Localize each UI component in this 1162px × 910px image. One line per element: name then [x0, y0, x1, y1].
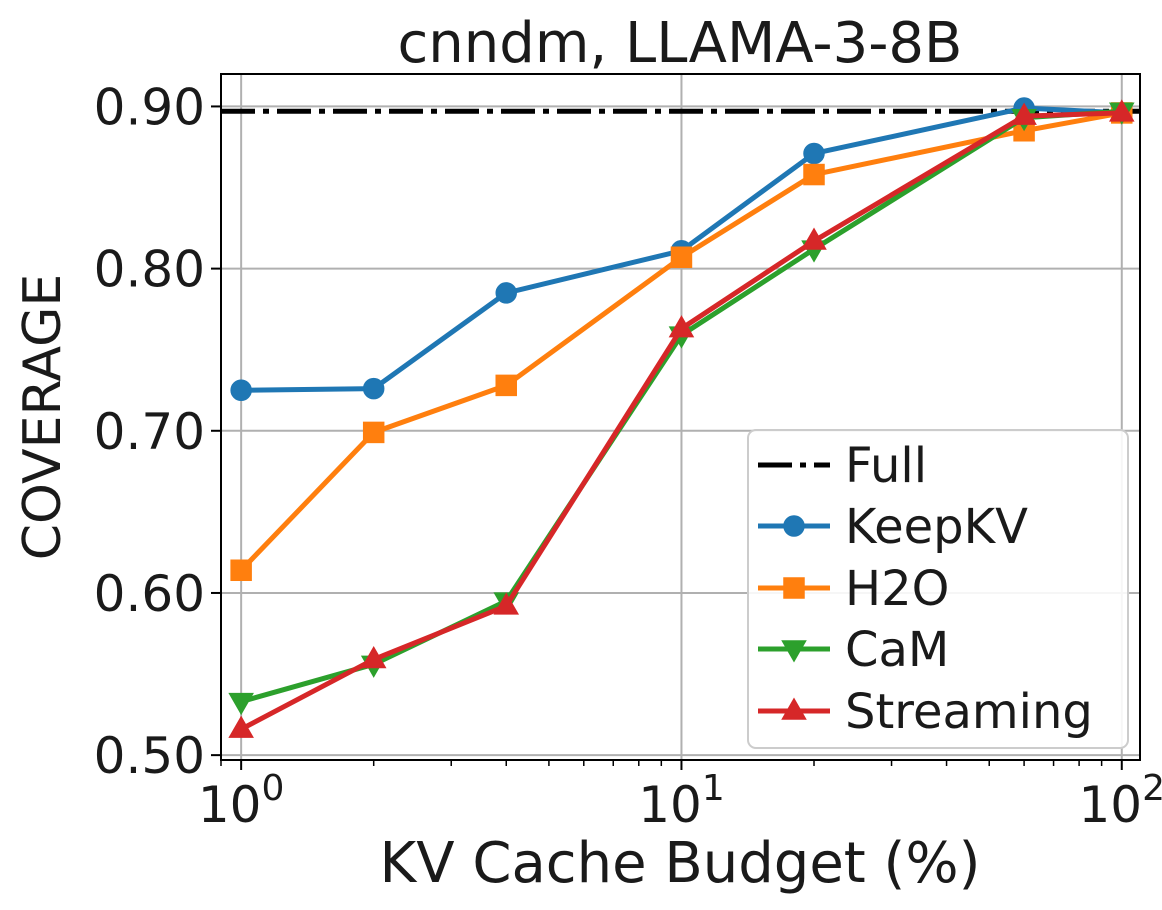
data-point-cam [228, 692, 254, 716]
x-axis-label: KV Cache Budget (%) [380, 831, 981, 896]
data-point-h2o [670, 246, 693, 269]
y-tick-label: 0.50 [94, 727, 205, 785]
y-tick-label: 0.80 [94, 241, 205, 299]
data-point-streaming [668, 315, 695, 338]
y-axis-label: COVERAGE [13, 274, 73, 561]
legend-marker-cam [781, 640, 807, 663]
legend-label-h2o: H2O [845, 561, 949, 617]
data-point-streaming [801, 227, 827, 250]
legend-label-keepkv: KeepKV [845, 499, 1028, 555]
data-point-keepkv [495, 282, 517, 304]
plot-area [221, 97, 1140, 738]
data-point-h2o [230, 559, 252, 582]
data-point-streaming [1011, 102, 1037, 125]
data-point-streaming [360, 645, 387, 669]
x-axis: 100 101 102 [198, 760, 1162, 834]
y-tick-label: 0.60 [94, 565, 205, 623]
legend-label-cam: CaM [845, 622, 949, 678]
legend-marker-h2o [783, 577, 805, 599]
y-tick-label: 0.70 [94, 403, 205, 461]
data-point-keepkv [230, 379, 252, 401]
legend-label-full: Full [845, 438, 927, 494]
data-point-h2o [362, 421, 385, 444]
legend-box [747, 429, 1129, 749]
data-point-keepkv [362, 377, 385, 400]
y-tick-label: 0.90 [94, 78, 205, 136]
legend-label-streaming: Streaming [845, 684, 1093, 740]
data-point-streaming [1108, 99, 1135, 122]
data-point-h2o [803, 163, 825, 186]
chart-title: cnndm, LLAMA-3-8B [398, 11, 963, 76]
x-tick-label: 101 [638, 768, 725, 834]
legend-marker-keepkv [783, 515, 805, 537]
x-tick-label: 102 [1079, 768, 1162, 834]
y-axis: 0.50 0.60 0.70 0.80 0.90 [94, 78, 221, 785]
data-point-h2o [495, 374, 517, 397]
x-tick-label: 100 [198, 768, 285, 834]
data-point-keepkv [803, 142, 825, 165]
legend-marker-streaming [781, 697, 807, 720]
data-point-streaming [228, 715, 254, 738]
data-point-streaming [493, 592, 520, 615]
